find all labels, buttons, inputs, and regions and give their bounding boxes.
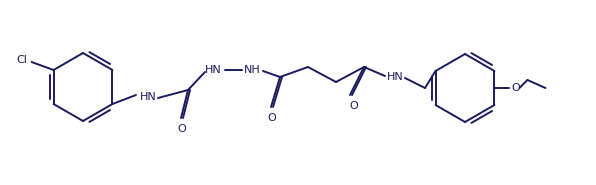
Text: Cl: Cl [16, 55, 27, 65]
Text: HN: HN [139, 92, 156, 102]
Text: O: O [350, 101, 358, 111]
Text: HN: HN [387, 72, 403, 82]
Text: NH: NH [244, 65, 260, 75]
Text: HN: HN [204, 65, 221, 75]
Text: O: O [268, 113, 277, 123]
Text: O: O [178, 124, 187, 134]
Text: O: O [511, 83, 520, 93]
